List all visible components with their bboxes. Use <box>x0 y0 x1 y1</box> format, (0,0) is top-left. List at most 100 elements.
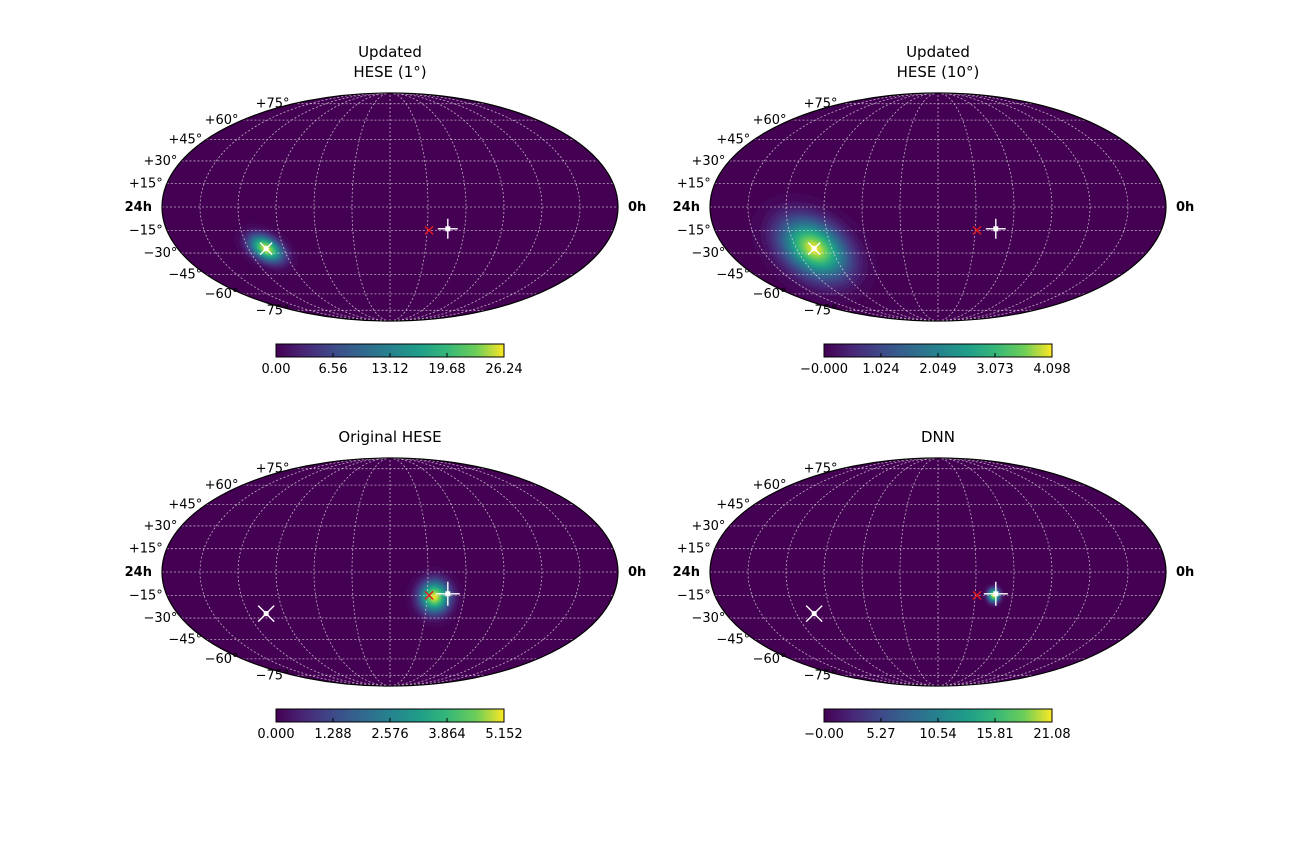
colorbar-tick-label: 19.68 <box>428 362 465 377</box>
dec-label: +75° <box>804 462 838 477</box>
colorbar-tick-label: 0.00 <box>262 362 291 377</box>
ra-label-left: 24h <box>673 200 700 215</box>
dec-label: −45° <box>168 268 202 283</box>
reco-point-marker <box>445 226 451 232</box>
dec-label: +60° <box>753 478 787 493</box>
reco-point-marker <box>811 246 817 252</box>
panel-title: Updated <box>906 43 970 61</box>
colorbar-tick-label: 2.049 <box>919 362 956 377</box>
ra-gridline <box>747 458 939 686</box>
ra-gridline <box>237 458 391 686</box>
ra-gridline <box>389 93 581 321</box>
ra-label-left: 24h <box>125 200 152 215</box>
colorbar-tick-label: 13.12 <box>371 362 408 377</box>
ra-gridline <box>199 93 391 321</box>
dec-label: +15° <box>677 177 711 192</box>
dec-label: −60° <box>753 652 787 667</box>
colorbar-tick-label: 26.24 <box>485 362 522 377</box>
dec-label: −60° <box>205 652 239 667</box>
dec-label: −30° <box>143 611 177 626</box>
markers <box>807 218 1006 256</box>
colorbar-tick-label: −0.000 <box>800 362 848 377</box>
reco-point-marker <box>811 611 817 617</box>
ra-label-right: 0h <box>628 200 646 215</box>
dec-label: +30° <box>691 154 725 169</box>
true-source-x-marker <box>972 590 982 600</box>
colorbar-tick-label: 0.000 <box>257 727 294 742</box>
dec-label: −75° <box>804 303 838 318</box>
ra-gridline <box>937 93 1129 321</box>
dec-label: −15° <box>677 588 711 603</box>
dec-label: +45° <box>168 498 202 513</box>
dec-label: +45° <box>716 498 750 513</box>
dec-label: +60° <box>753 113 787 128</box>
dec-label: +30° <box>143 154 177 169</box>
sky-map-panel: Original HESE 24h 0h +75° +60°+45° +30° +15° −1… <box>125 428 647 742</box>
ra-gridline <box>785 458 939 686</box>
dec-label: −45° <box>168 633 202 648</box>
ra-label-left: 24h <box>125 565 152 580</box>
ra-label-left: 24h <box>673 565 700 580</box>
colorbar: −0.000 1.024 2.049 3.073 4.098 <box>800 343 1071 377</box>
dec-label: −30° <box>691 246 725 261</box>
panel-title: HESE (10°) <box>897 63 980 81</box>
ra-label-right: 0h <box>628 565 646 580</box>
dec-label: +45° <box>716 133 750 148</box>
ra-gridline <box>747 93 939 321</box>
sky-map-panel: Updated HESE (10°) 24h 0h +75° +60°+45° +30° +1… <box>673 43 1195 377</box>
sky-map-panel: Updated HESE (1°) 24h 0h +75° +60°+45° +30° +15… <box>125 43 647 377</box>
dec-label: +60° <box>205 478 239 493</box>
sky-outline <box>161 457 619 687</box>
true-source-x-marker <box>424 225 434 235</box>
dec-label: −15° <box>129 588 163 603</box>
ra-gridline <box>823 458 939 686</box>
dec-label: +15° <box>129 177 163 192</box>
sky-outline <box>709 92 1167 322</box>
colorbar-tick-label: 15.81 <box>976 727 1013 742</box>
ra-gridline <box>785 93 939 321</box>
ra-gridline <box>937 93 1091 321</box>
true-source-x-marker <box>424 590 434 600</box>
ra-gridline <box>389 458 543 686</box>
colorbar: −0.00 5.27 10.54 15.81 21.08 <box>804 708 1071 742</box>
ra-gridline <box>237 93 391 321</box>
graticule <box>710 93 1166 321</box>
colorbar-tick-label: 3.073 <box>976 362 1013 377</box>
dec-label: +75° <box>256 462 290 477</box>
reco-point-marker <box>263 611 269 617</box>
dec-label: −45° <box>716 633 750 648</box>
dec-label: +30° <box>691 519 725 534</box>
dec-label: −75° <box>804 668 838 683</box>
dec-label: −45° <box>716 268 750 283</box>
dec-label: −75° <box>256 303 290 318</box>
colorbar: 0.000 1.288 2.576 3.864 5.152 <box>257 708 523 742</box>
ra-gridline <box>275 458 391 686</box>
ra-gridline <box>389 93 543 321</box>
colorbar-tick-label: 21.08 <box>1033 727 1070 742</box>
colorbar-tick-label: 6.56 <box>319 362 348 377</box>
sky-outline <box>161 92 619 322</box>
reco-point-marker <box>993 226 999 232</box>
colorbar-tick-label: −0.00 <box>804 727 844 742</box>
panel-title: HESE (1°) <box>353 63 426 81</box>
dec-label: +75° <box>256 97 290 112</box>
panel-title: Original HESE <box>338 428 441 446</box>
dec-label: +45° <box>168 133 202 148</box>
dec-label: +15° <box>677 542 711 557</box>
ra-gridline <box>823 93 939 321</box>
ra-gridline <box>937 93 1053 321</box>
dec-label: −15° <box>677 223 711 238</box>
dec-label: +75° <box>804 97 838 112</box>
ra-label-right: 0h <box>1176 200 1194 215</box>
ra-gridline <box>937 458 1091 686</box>
colorbar-tick-label: 10.54 <box>919 727 956 742</box>
colorbar: 0.00 6.56 13.12 19.68 26.24 <box>262 343 523 377</box>
reco-point-marker <box>263 246 269 252</box>
ra-label-right: 0h <box>1176 565 1194 580</box>
markers <box>257 581 460 623</box>
heatmap-contour <box>432 594 437 600</box>
reco-point-marker <box>993 591 999 597</box>
dec-label: −15° <box>129 223 163 238</box>
